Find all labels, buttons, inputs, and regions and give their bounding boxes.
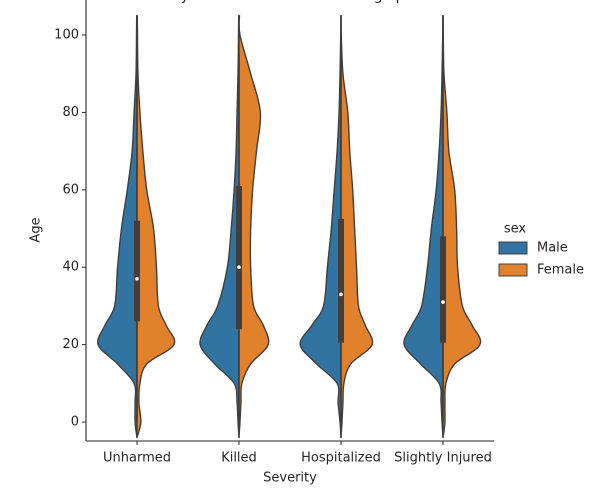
box-median — [441, 300, 445, 304]
violin-half — [340, 14, 374, 439]
x-tick-label: Killed — [221, 451, 257, 466]
violin-half — [199, 14, 240, 439]
x-axis-label: Severity — [263, 471, 317, 486]
legend-label: Male — [537, 241, 568, 256]
legend-label: Female — [537, 263, 584, 278]
y-tick-label: 40 — [62, 260, 79, 275]
box-iqr — [134, 220, 140, 322]
x-tick-label: Unharmed — [103, 451, 171, 466]
y-tick-label: 0 — [71, 415, 79, 430]
violin-half — [238, 14, 270, 439]
violin-half — [136, 14, 176, 439]
box-median — [135, 277, 139, 281]
box-median — [237, 265, 241, 270]
x-tick-label: Slightly Injured — [394, 451, 492, 466]
chart-title: Severity of Residents in terms of Age pe… — [131, 0, 449, 4]
x-tick-label: Hospitalized — [301, 451, 381, 466]
violin-half — [97, 14, 138, 439]
box-iqr — [236, 185, 242, 330]
y-tick-label: 100 — [54, 28, 79, 43]
legend-swatch — [498, 263, 528, 277]
legend-swatch — [498, 241, 528, 255]
y-tick-label: 20 — [62, 337, 79, 352]
y-axis-label: Age — [29, 217, 44, 242]
box-median — [339, 292, 343, 297]
violin-half — [403, 14, 444, 439]
legend-title: sex — [504, 222, 527, 237]
violin-half — [442, 14, 482, 439]
box-iqr — [440, 236, 446, 343]
y-tick-label: 60 — [62, 182, 79, 197]
box-iqr — [338, 218, 344, 343]
y-tick-label: 80 — [62, 105, 79, 120]
violin-half — [299, 14, 342, 439]
